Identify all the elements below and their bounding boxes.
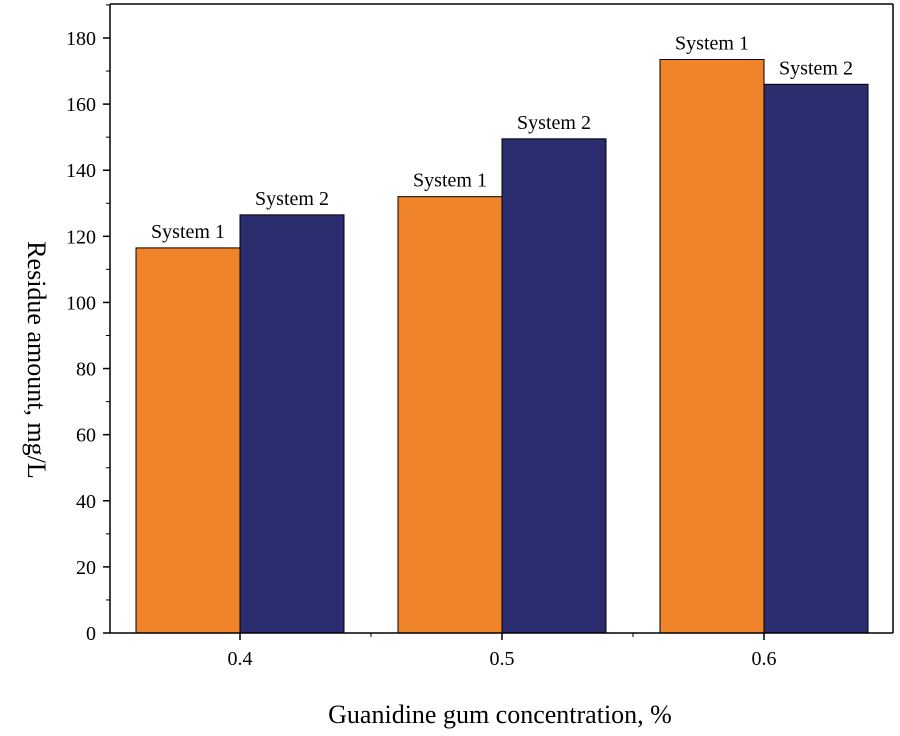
x-tick-label-0_4: 0.4 bbox=[228, 648, 253, 670]
x-axis-title: Guanidine gum concentration, % bbox=[328, 700, 672, 729]
bar-label-1-0_6: System 1 bbox=[675, 32, 749, 54]
bar-2-0_5 bbox=[501, 138, 607, 634]
y-tick-label-100: 100 bbox=[66, 292, 96, 314]
bar-labels-group: System 1 System 2 System 1 System 2 System 1… bbox=[151, 32, 853, 242]
bar-1-0_5 bbox=[397, 196, 503, 634]
y-tick-label-60: 60 bbox=[76, 425, 96, 447]
axes-group: 0 20 40 60 80 100 120 140 160 180 0.4 0.5 0.6 bbox=[66, 3, 894, 670]
y-tick-label-20: 20 bbox=[76, 557, 96, 579]
y-tick-label-180: 180 bbox=[66, 28, 96, 50]
bar-label-1-0_5: System 1 bbox=[413, 170, 487, 192]
bar-2-0_4 bbox=[239, 214, 345, 634]
y-tick-label-40: 40 bbox=[76, 491, 96, 513]
x-tick-label-0_6: 0.6 bbox=[752, 648, 777, 670]
y-axis-title: Residue amount, mg/L bbox=[22, 241, 51, 479]
bar-1-0_4 bbox=[135, 247, 241, 634]
bar-label-2-0_5: System 2 bbox=[517, 112, 591, 134]
bar-2-0_6 bbox=[763, 83, 869, 634]
bar-label-2-0_6: System 2 bbox=[779, 57, 853, 79]
x-tick-label-0_5: 0.5 bbox=[490, 648, 515, 670]
y-tick-label-160: 160 bbox=[66, 94, 96, 116]
bar-1-0_6 bbox=[659, 58, 765, 634]
y-tick-label-80: 80 bbox=[76, 359, 96, 381]
bar-label-2-0_4: System 2 bbox=[255, 188, 329, 210]
bars-group bbox=[135, 58, 869, 634]
y-tick-label-0: 0 bbox=[86, 623, 96, 645]
y-tick-label-120: 120 bbox=[66, 226, 96, 248]
bar-label-1-0_4: System 1 bbox=[151, 221, 225, 243]
y-tick-label-140: 140 bbox=[66, 160, 96, 182]
